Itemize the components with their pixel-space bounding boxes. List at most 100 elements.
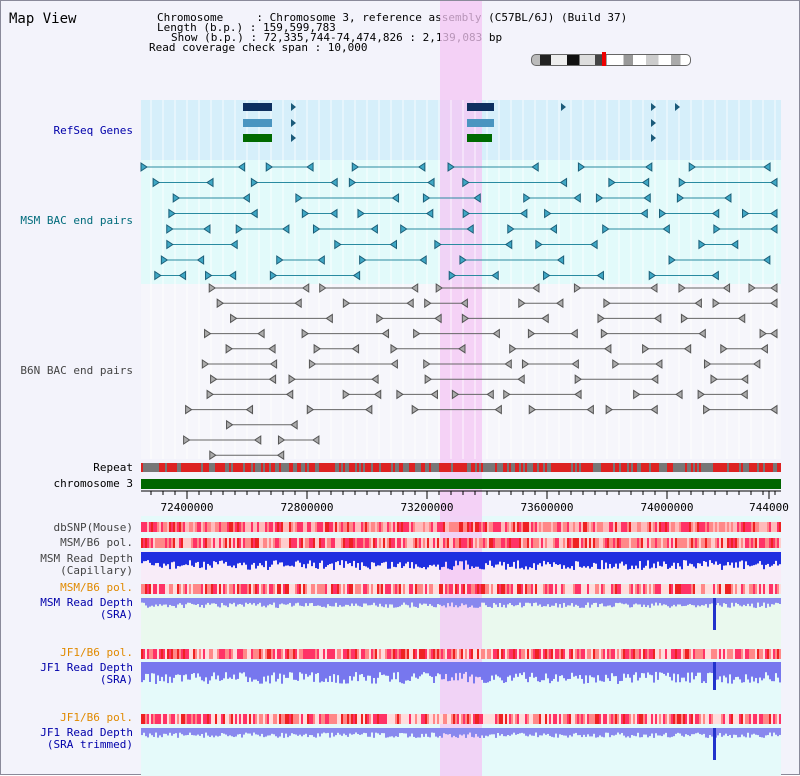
dbsnp-heat [283, 522, 285, 532]
msm-sra-depth [377, 598, 379, 607]
jf1-sra-depth [141, 662, 143, 683]
bac-end-marker [306, 162, 314, 172]
jf1-sra-depth [621, 662, 623, 681]
dbsnp-heat [721, 522, 723, 532]
dbsnp-heat [291, 522, 293, 532]
jf1-sra-depth [211, 662, 213, 677]
jf1-b6-pol-heat [381, 649, 383, 659]
msm-sra-depth [285, 598, 287, 605]
msm-sra-depth [517, 598, 519, 605]
msm-capillary-depth [377, 552, 379, 566]
jf1-sra-depth [773, 662, 775, 682]
jf1-b6-pol-2-heat [425, 714, 427, 724]
jf1-sra-depth [699, 662, 701, 673]
jf1-sra-depth [433, 662, 435, 683]
jf1-b6-pol-2-heat [697, 714, 699, 724]
dbsnp-heat [363, 522, 365, 532]
msm-capillary-depth [769, 552, 771, 567]
repeat-segment [207, 463, 209, 472]
bac-end-marker [178, 270, 187, 281]
jf1-sra-depth [687, 662, 689, 673]
jf1-b6-pol-2-heat [161, 714, 163, 724]
msm-sra-depth [371, 598, 373, 605]
bac-end-marker [430, 389, 438, 400]
msm-capillary-depth [401, 552, 403, 568]
dbsnp-heat [493, 522, 495, 532]
msm-capillary-depth [313, 552, 315, 563]
dbsnp-heat [227, 522, 229, 532]
bac-end-marker [759, 328, 767, 339]
msm-b6-pol-heat [207, 538, 209, 548]
jf1-sra-depth [551, 662, 553, 681]
dbsnp-heat [495, 522, 497, 532]
repeat-segment [421, 463, 423, 472]
jf1-b6-pol-2-heat [247, 714, 249, 724]
dbsnp-heat [531, 522, 533, 532]
jf1-sra-depth [567, 662, 569, 680]
msm-b6-pol-heat [221, 538, 223, 548]
msm-b6-pol-heat [675, 538, 677, 548]
jf1-sra-depth [609, 662, 611, 682]
msm-sra-depth [405, 598, 407, 605]
jf1-b6-pol-heat [779, 649, 781, 659]
jf1-trimmed-depth [225, 728, 227, 735]
msm-capillary-depth [261, 552, 263, 566]
jf1-b6-pol-heat [309, 649, 311, 659]
bac-end-marker [451, 389, 460, 400]
dbsnp-heat [541, 522, 543, 532]
msm-b6-pol-heat [727, 538, 729, 548]
msm-sra-depth [387, 598, 389, 608]
dbsnp-heat [263, 522, 265, 532]
dbsnp-heat [595, 522, 597, 532]
msm-b6-pol-sra-heat [619, 584, 621, 594]
msm-b6-pol-sra-heat [773, 584, 775, 594]
msm-b6-pol-sra-heat [711, 584, 713, 594]
msm-b6-pol-heat [433, 538, 435, 548]
chromosome-ideogram[interactable] [531, 54, 691, 66]
repeat-segment [645, 463, 647, 472]
jf1-trimmed-depth [679, 728, 681, 734]
jf1-trimmed-depth [343, 728, 345, 734]
jf1-b6-pol-heat [367, 649, 369, 659]
msm-sra-depth [271, 598, 273, 605]
msm-b6-pol-heat [261, 538, 263, 548]
msm-sra-depth [221, 598, 223, 603]
msm-capillary-depth [167, 552, 169, 565]
jf1-trimmed-depth [711, 728, 713, 737]
jf1-trimmed-depth [165, 728, 167, 734]
msm-capillary-depth [255, 552, 257, 569]
jf1-b6-pol-2-heat [643, 714, 645, 724]
msm-b6-pol-sra-heat [655, 584, 657, 594]
dbsnp-heat [333, 522, 335, 532]
jf1-b6-pol-heat [575, 649, 577, 659]
msm-capillary-depth [227, 552, 229, 566]
msm-b6-pol-sra-heat [495, 584, 497, 594]
msm-b6-pol-heat [387, 538, 389, 548]
msm-capillary-depth [653, 552, 655, 564]
jf1-b6-pol-2-heat [641, 714, 643, 724]
jf1-b6-pol-2-heat [473, 714, 475, 724]
dbsnp-heat [571, 522, 573, 532]
msm-sra-depth [163, 598, 165, 605]
jf1-b6-pol-heat [223, 649, 225, 659]
msm-b6-pol-heat [755, 538, 757, 548]
jf1-b6-pol-2-heat [157, 714, 159, 724]
msm-b6-pol-sra-heat [205, 584, 207, 594]
msm-sra-depth [599, 598, 601, 605]
jf1-sra-depth [223, 662, 225, 679]
msm-sra-depth [157, 598, 159, 607]
jf1-trimmed-depth [561, 728, 563, 735]
jf1-b6-pol-2-heat [409, 714, 411, 724]
jf1-b6-pol-2-heat [629, 714, 631, 724]
msm-b6-pol-heat [579, 538, 581, 548]
msm-b6-pol-heat [269, 538, 271, 548]
msm-b6-pol-sra-heat [257, 584, 259, 594]
jf1-sra-depth [231, 662, 233, 679]
bac-end-marker [413, 328, 421, 339]
jf1-sra-depth [693, 662, 695, 680]
dbsnp-heat [479, 522, 481, 532]
jf1-trimmed-depth [471, 728, 473, 737]
jf1-sra-depth [207, 662, 209, 684]
msm-b6-pol-sra-heat [145, 584, 147, 594]
